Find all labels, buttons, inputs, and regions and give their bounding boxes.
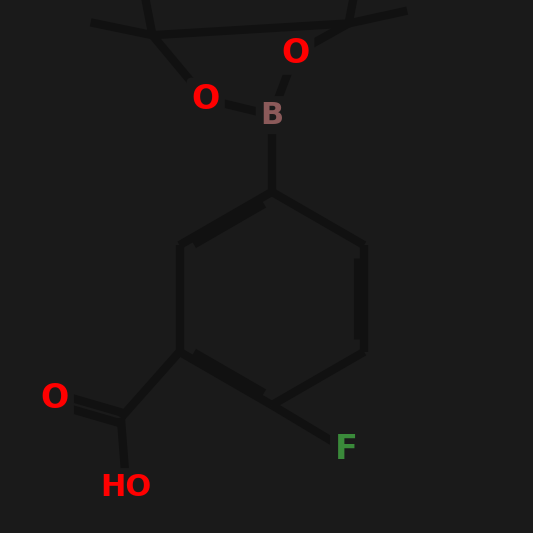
Text: O: O <box>41 382 69 415</box>
Text: O: O <box>191 83 220 116</box>
Text: F: F <box>335 433 358 466</box>
Text: HO: HO <box>101 473 152 502</box>
Text: B: B <box>260 101 284 130</box>
Text: O: O <box>281 37 310 70</box>
